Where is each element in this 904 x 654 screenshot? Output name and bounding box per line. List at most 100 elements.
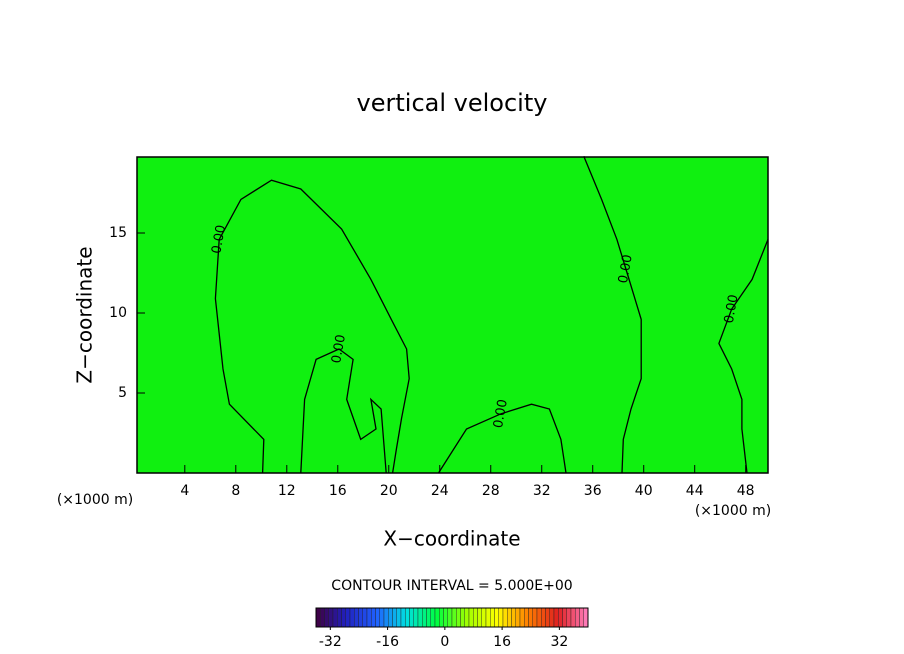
colorbar-step (519, 607, 525, 628)
colorbar-step (430, 607, 436, 628)
y-unit: (×1000 m) (57, 492, 133, 508)
contour-line (300, 348, 387, 474)
colorbar-tick-label: -16 (376, 634, 399, 650)
colorbar-step (447, 607, 453, 628)
contour-label: 0.00 (209, 224, 229, 255)
colorbar-step (575, 607, 580, 628)
colorbar-step (583, 607, 589, 628)
colorbar-step (388, 607, 393, 628)
colorbar-step (473, 607, 478, 628)
colorbar-step (507, 607, 512, 628)
colorbar-step (354, 607, 359, 628)
x-tick-label: 4 (180, 483, 189, 499)
colorbar-step (545, 607, 550, 628)
colorbar-step (405, 607, 410, 628)
colorbar-step (515, 607, 521, 628)
x-tick-label: 44 (686, 483, 704, 499)
colorbar-step (511, 607, 516, 628)
x-tick-label: 28 (482, 483, 500, 499)
colorbar-step (315, 607, 321, 628)
colorbar-step (456, 607, 461, 628)
colorbar-tick-label: 32 (550, 634, 568, 650)
contour-line (718, 239, 769, 474)
colorbar-step (349, 607, 355, 628)
colorbar-step (553, 607, 559, 628)
y-axis-label: Z−coordinate (73, 246, 97, 383)
colorbar-step (541, 607, 546, 628)
y-tick-label: 10 (109, 305, 127, 321)
colorbar-step (392, 607, 397, 628)
x-tick-label: 48 (737, 483, 755, 499)
contour-line (437, 403, 567, 474)
colorbar-step (375, 607, 380, 628)
colorbar-step (502, 607, 508, 628)
colorbar-step (434, 607, 440, 628)
colorbar-step (409, 607, 414, 628)
colorbar-step (358, 607, 363, 628)
field (137, 157, 768, 473)
colorbar-step (362, 607, 368, 628)
colorbar-step (451, 607, 457, 628)
colorbar-step (532, 607, 538, 628)
x-tick-label: 32 (533, 483, 551, 499)
colorbar-step (468, 607, 474, 628)
plot-frame (136, 156, 769, 474)
colorbar-step (460, 607, 465, 628)
colorbar-step (417, 607, 423, 628)
colorbar-step (570, 607, 576, 628)
colorbar-step (345, 607, 351, 628)
chart-title: vertical velocity (357, 89, 548, 117)
colorbar-step (328, 607, 334, 628)
contour-line (583, 155, 642, 474)
contour-label: 0.00 (616, 253, 636, 284)
colorbar-step (528, 607, 533, 628)
colorbar-step (562, 607, 567, 628)
colorbar-step (422, 607, 427, 628)
x-axis-label: X−coordinate (383, 527, 520, 551)
x-tick-label: 8 (231, 483, 240, 499)
colorbar-step (396, 607, 402, 628)
colorbar-step (481, 607, 487, 628)
colorbar-step (477, 607, 482, 628)
x-tick-label: 24 (431, 483, 449, 499)
x-tick-label: 36 (584, 483, 602, 499)
colorbar-frame (315, 607, 589, 628)
x-tick-label: 20 (380, 483, 398, 499)
colorbar-step (494, 607, 499, 628)
colorbar-step (558, 607, 563, 628)
colorbar-step (413, 607, 419, 628)
colorbar-step (490, 607, 495, 628)
colorbar-tick-label: 16 (493, 634, 511, 650)
colorbar-step (498, 607, 504, 628)
x-tick-label: 12 (278, 483, 296, 499)
colorbar-step (439, 607, 444, 628)
colorbar-step (536, 607, 542, 628)
colorbar-step (371, 607, 376, 628)
colorbar-tick-label: 0 (440, 634, 449, 650)
contour-label: 0.00 (329, 333, 349, 364)
colorbar-step (579, 607, 584, 628)
colorbar-step (464, 607, 470, 628)
x-unit: (×1000 m) (695, 503, 771, 519)
colorbar-step (337, 607, 342, 628)
x-tick-label: 40 (635, 483, 653, 499)
colorbar-step (383, 607, 389, 628)
colorbar-step (566, 607, 572, 628)
colorbar-step (426, 607, 431, 628)
contour-interval: CONTOUR INTERVAL = 5.000E+00 (331, 578, 572, 594)
colorbar-step (341, 607, 346, 628)
colorbar-step (366, 607, 372, 628)
contour-label: 0.00 (491, 398, 511, 429)
y-tick-label: 15 (109, 225, 127, 241)
colorbar-step (320, 607, 325, 628)
colorbar-step (485, 607, 491, 628)
colorbar-step (379, 607, 385, 628)
colorbar-tick-label: -32 (319, 634, 342, 650)
colorbar-step (324, 607, 329, 628)
y-tick-label: 5 (118, 385, 127, 401)
colorbar-step (549, 607, 555, 628)
colorbar-step (332, 607, 338, 628)
colorbar-step (524, 607, 529, 628)
colorbar-step (400, 607, 406, 628)
